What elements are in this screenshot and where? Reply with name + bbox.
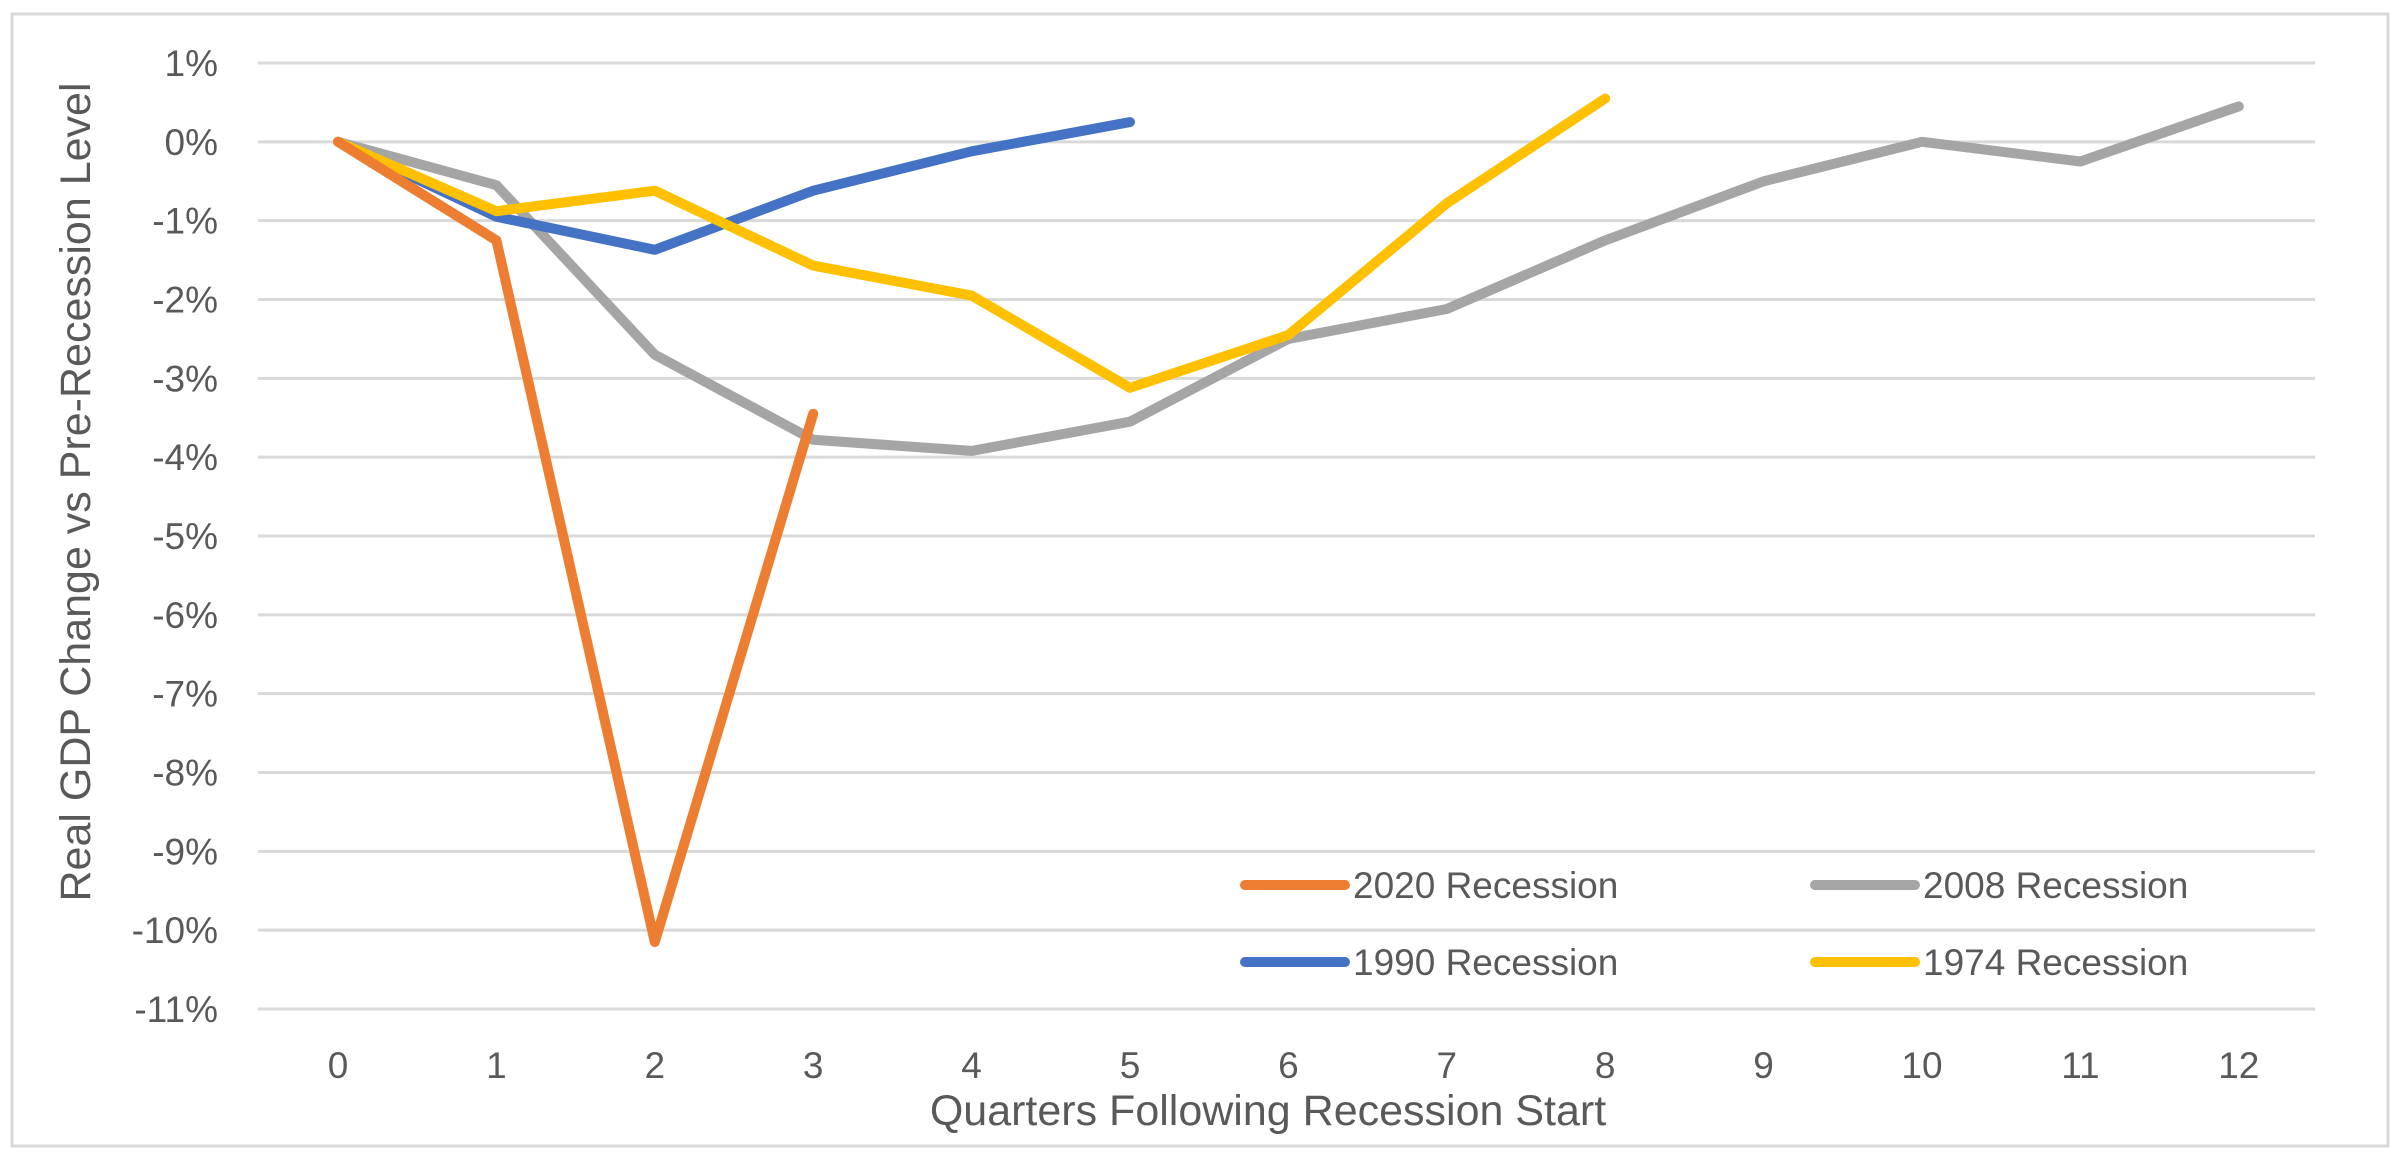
- x-tick-label: 9: [1753, 1045, 1774, 1086]
- x-axis-ticks: 0 1 2 3 4 5 6 7 8 9 10 11 12: [328, 1045, 2260, 1086]
- y-tick-label: -10%: [132, 910, 218, 951]
- y-tick-label: -6%: [152, 595, 218, 636]
- y-tick-label: -3%: [152, 358, 218, 399]
- x-tick-label: 0: [328, 1045, 349, 1086]
- x-tick-label: 5: [1120, 1045, 1141, 1086]
- y-tick-label: -5%: [152, 516, 218, 557]
- y-axis-ticks: 1% 0% -1% -2% -3% -4% -5% -6% -7% -8% -9% -10% -11%: [132, 43, 218, 1030]
- y-tick-label: -9%: [152, 831, 218, 872]
- y-axis-title: Real GDP Change vs Pre-Recession Level: [52, 83, 100, 902]
- legend-label: 1990 Recession: [1353, 942, 1618, 983]
- x-tick-label: 1: [486, 1045, 507, 1086]
- y-tick-label: -11%: [134, 989, 218, 1030]
- series-line-2020-recession: [333, 136, 819, 947]
- x-tick-label: 6: [1278, 1045, 1299, 1086]
- y-tick-label: 0%: [165, 122, 218, 163]
- legend: 2020 Recession 2008 Recession 1990 Recessi…: [1240, 865, 2188, 983]
- x-tick-label: 11: [2061, 1045, 2099, 1086]
- y-tick-label: -8%: [152, 753, 218, 794]
- x-tick-label: 4: [961, 1045, 982, 1086]
- x-tick-label: 2: [645, 1045, 666, 1086]
- legend-label: 1974 Recession: [1923, 942, 2188, 983]
- y-tick-label: -2%: [152, 280, 218, 321]
- y-tick-label: -1%: [152, 201, 218, 242]
- y-tick-label: -4%: [152, 437, 218, 478]
- x-tick-label: 12: [2218, 1045, 2259, 1086]
- y-tick-label: 1%: [165, 43, 218, 84]
- legend-label: 2020 Recession: [1353, 865, 1618, 906]
- legend-label: 2008 Recession: [1923, 865, 2188, 906]
- x-axis-title: Quarters Following Recession Start: [930, 1087, 1606, 1135]
- x-tick-label: 8: [1595, 1045, 1616, 1086]
- chart-border: [10, 12, 2390, 1148]
- x-tick-label: 3: [803, 1045, 824, 1086]
- series-line-1974-recession: [333, 93, 1611, 393]
- y-tick-label: -7%: [152, 674, 218, 715]
- x-tick-label: 10: [1901, 1045, 1942, 1086]
- x-tick-label: 7: [1437, 1045, 1458, 1086]
- series-lines: [333, 93, 2244, 947]
